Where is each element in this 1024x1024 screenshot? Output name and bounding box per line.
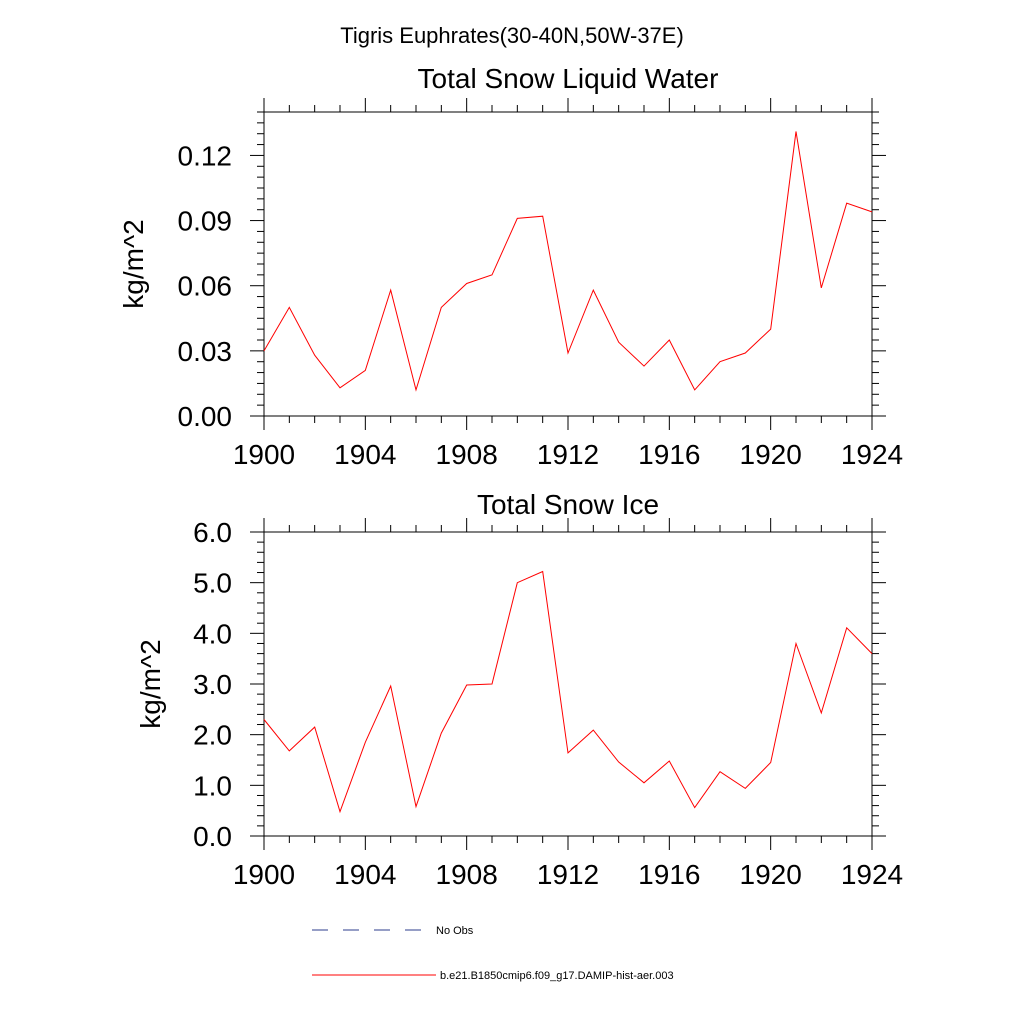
y-axis-label: kg/m^2: [135, 639, 166, 728]
y-tick-label: 0.12: [178, 140, 233, 171]
plot-area: 1900 1904 1908 1912 1916 1920 1924 0.00 0.03 0.06…: [178, 98, 903, 470]
x-tick-label: 1900: [233, 859, 295, 890]
legend-label: b.e21.B1850cmip6.f09_g17.DAMIP-hist-aer.…: [440, 970, 674, 982]
y-tick-label: 0.06: [178, 271, 233, 302]
legend-item-model-run: b.e21.B1850cmip6.f09_g17.DAMIP-hist-aer.…: [312, 970, 674, 982]
legend-label: No Obs: [436, 925, 474, 937]
x-tick-label: 1920: [740, 439, 802, 470]
y-tick-label: 0.03: [178, 336, 233, 367]
x-tick-label: 1916: [638, 859, 700, 890]
x-tick-label: 1916: [638, 439, 700, 470]
x-tick-label: 1924: [841, 859, 903, 890]
y-tick-label: 5.0: [193, 568, 232, 599]
y-tick-label: 0.00: [178, 401, 233, 432]
x-tick-label: 1908: [436, 859, 498, 890]
x-tick-label: 1900: [233, 439, 295, 470]
legend-item-no-obs: No Obs: [312, 925, 474, 937]
plot-area: 1900 1904 1908 1912 1916 1920 1924 0.0 1.0 2.0 3.0…: [193, 517, 903, 890]
legend: No Obs b.e21.B1850cmip6.f09_g17.DAMIP-hi…: [312, 925, 674, 982]
y-axis-label: kg/m^2: [118, 219, 149, 308]
x-tick-label: 1904: [334, 859, 396, 890]
x-tick-label: 1924: [841, 439, 903, 470]
y-tick-label: 4.0: [193, 618, 232, 649]
y-tick-label: 3.0: [193, 669, 232, 700]
x-tick-label: 1920: [740, 859, 802, 890]
y-tick-label: 0.0: [193, 821, 232, 852]
y-tick-label: 1.0: [193, 770, 232, 801]
x-tick-label: 1908: [436, 439, 498, 470]
y-tick-label: 2.0: [193, 720, 232, 751]
chart-panel-snow-liquid-water: Total Snow Liquid Water kg/m^2 1900 1904 1…: [118, 63, 903, 470]
x-tick-label: 1912: [537, 439, 599, 470]
y-tick-label: 0.09: [178, 206, 233, 237]
x-tick-label: 1904: [334, 439, 396, 470]
series-line: [263, 131, 873, 392]
series-line: [263, 570, 873, 814]
chart-panel-snow-ice: Total Snow Ice kg/m^2 1900 1904 1908 1912 19…: [135, 489, 903, 890]
figure-main-title: Tigris Euphrates(30-40N,50W-37E): [340, 23, 684, 48]
chart-title: Total Snow Ice: [477, 489, 659, 520]
x-tick-label: 1912: [537, 859, 599, 890]
y-tick-label: 6.0: [193, 517, 232, 548]
chart-title: Total Snow Liquid Water: [418, 63, 719, 94]
